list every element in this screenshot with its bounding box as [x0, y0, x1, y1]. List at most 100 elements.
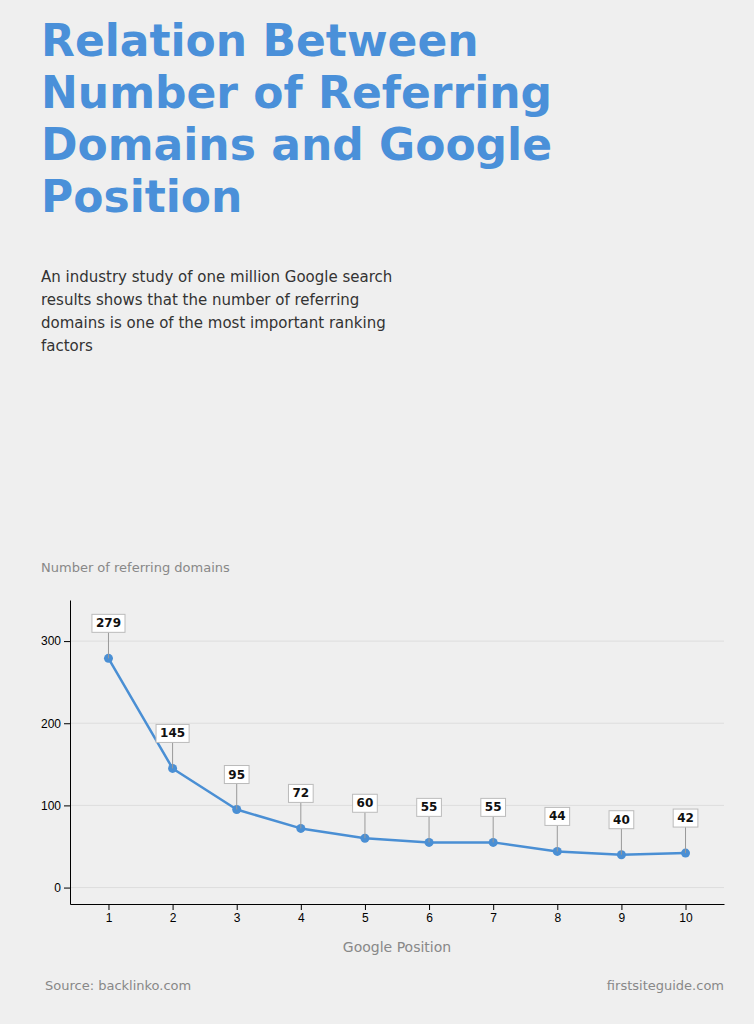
text-line: Number of Referring [41, 67, 552, 118]
data-label-group: 55 [481, 798, 506, 842]
tick-mark [557, 904, 558, 910]
y-axis-label: Number of referring domains [41, 560, 230, 575]
text-line: Relation Between [41, 15, 479, 66]
tick: 200 [41, 717, 70, 731]
text-line: Position [41, 171, 242, 222]
tick: 9 [619, 904, 626, 925]
tick-label: 6 [426, 911, 433, 925]
tick-mark [429, 904, 430, 910]
label-connector [557, 825, 558, 851]
data-label-group: 40 [609, 811, 634, 855]
y-axis: 0 100 200 300 [41, 601, 71, 905]
label-box [609, 811, 634, 829]
line [108, 658, 685, 854]
label-connector [493, 816, 494, 842]
data-label-group: 55 [417, 798, 442, 842]
label-box [353, 794, 378, 812]
tick: 100 [41, 799, 70, 813]
tick-label: 100 [41, 799, 61, 813]
data-label-group: 72 [288, 784, 313, 828]
tick: 6 [426, 904, 433, 925]
data-label-group: 145 [156, 724, 189, 768]
tick-label: 10 [679, 911, 693, 925]
data-label: 55 [485, 800, 502, 814]
marks [104, 654, 690, 859]
label-connector [172, 742, 173, 768]
data-label: 42 [677, 811, 694, 825]
data-label: 72 [292, 786, 309, 800]
tick-mark [108, 904, 109, 910]
data-labels: 279 145 95 72 60 55 55 44 40 42 [92, 614, 698, 854]
data-label-group: 279 [92, 614, 125, 658]
tick-mark [64, 805, 70, 806]
tick-label: 200 [41, 717, 61, 731]
tick-mark [237, 904, 238, 910]
label-box [481, 798, 506, 816]
tick-mark [493, 904, 494, 910]
tick-label: 3 [234, 911, 241, 925]
data-label-group: 60 [353, 794, 378, 838]
x-axis: 1 2 3 4 5 6 7 8 9 10 [71, 904, 725, 925]
text-line: Domains and Google [41, 119, 552, 170]
data-label: 60 [357, 796, 374, 810]
tick-label: 0 [54, 881, 61, 895]
tick: 300 [41, 634, 70, 648]
data-label: 55 [421, 800, 438, 814]
label-box [224, 766, 249, 784]
label-connector [300, 802, 301, 828]
label-connector [236, 784, 237, 810]
data-label: 44 [549, 809, 566, 823]
label-box [545, 807, 570, 825]
label-connector [108, 632, 109, 658]
grid-line [70, 723, 724, 724]
data-label-group: 95 [224, 766, 249, 810]
label-connector [364, 812, 365, 838]
tick-label: 7 [490, 911, 497, 925]
text-line: domains is one of the most important ran… [41, 314, 386, 332]
tick: 2 [170, 904, 177, 925]
tick-mark [301, 904, 302, 910]
tick: 1 [106, 904, 113, 925]
brand: firstsiteguide.com [607, 978, 724, 993]
subtitle: An industry study of one million Google … [41, 268, 392, 355]
data-label: 40 [613, 813, 630, 827]
axis-line [70, 601, 71, 905]
tick: 10 [679, 904, 693, 925]
data-label: 95 [228, 768, 245, 782]
label-connector [685, 827, 686, 853]
tick: 7 [490, 904, 497, 925]
tick-mark [64, 888, 70, 889]
tick-mark [365, 904, 366, 910]
tick: 8 [554, 904, 561, 925]
label-box [673, 809, 698, 827]
axis-line [71, 904, 725, 905]
data-label-group: 42 [673, 809, 698, 853]
tick: 3 [234, 904, 241, 925]
grid-line [70, 887, 724, 888]
label-box [417, 798, 442, 816]
tick: 0 [54, 881, 70, 895]
tick-label: 2 [170, 911, 177, 925]
plot: 0 100 200 300 1 2 3 4 5 6 7 8 9 10 279 145 95 72 60 55 55 44 4… [41, 601, 725, 925]
tick-mark [173, 904, 174, 910]
data-label: 279 [96, 616, 121, 630]
tick: 5 [362, 904, 369, 925]
background [0, 0, 754, 1024]
tick-mark [621, 904, 622, 910]
data-label: 145 [160, 726, 185, 740]
title: Relation BetweenNumber of ReferringDomai… [41, 15, 552, 222]
tick-mark [64, 723, 70, 724]
label-connector [621, 829, 622, 855]
tick-mark [686, 904, 687, 910]
source: Source: backlinko.com [45, 978, 191, 993]
grid-line [70, 641, 724, 642]
text-line: factors [41, 337, 93, 355]
label-box [92, 614, 125, 632]
tick-label: 5 [362, 911, 369, 925]
grid-line [70, 805, 724, 806]
tick-label: 300 [41, 634, 61, 648]
tick-label: 9 [619, 911, 626, 925]
text-line: results shows that the number of referri… [41, 291, 359, 309]
tick-label: 4 [298, 911, 305, 925]
label-connector [429, 816, 430, 842]
